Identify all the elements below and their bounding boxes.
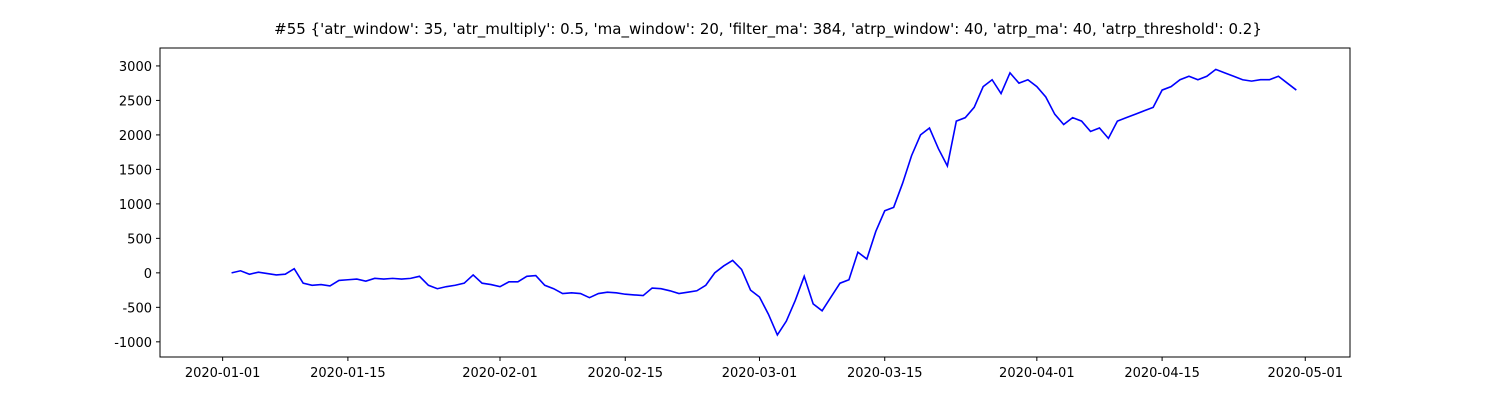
x-tick-label: 2020-02-01 xyxy=(462,366,538,381)
x-tick-label: 2020-01-15 xyxy=(310,366,386,381)
y-tick-label: 1500 xyxy=(119,163,152,178)
y-tick-label: -500 xyxy=(122,301,152,316)
data-line xyxy=(231,68,1297,337)
x-tick-label: 2020-04-15 xyxy=(1124,366,1200,381)
chart-title: #55 {'atr_window': 35, 'atr_multiply': 0… xyxy=(274,20,1262,39)
x-tick-label: 2020-01-01 xyxy=(185,366,261,381)
x-tick-label: 2020-05-01 xyxy=(1267,366,1343,381)
y-tick-label: 2500 xyxy=(119,94,152,109)
x-tick-label: 2020-02-15 xyxy=(587,366,663,381)
plot-frame xyxy=(159,47,1351,358)
y-tick-label: -1000 xyxy=(114,336,152,351)
y-tick-label: 500 xyxy=(127,232,152,247)
x-tick-label: 2020-03-01 xyxy=(722,366,798,381)
y-tick-label: 0 xyxy=(144,267,152,282)
x-tick-label: 2020-04-01 xyxy=(999,366,1075,381)
x-tick-label: 2020-03-15 xyxy=(847,366,923,381)
y-tick-label: 3000 xyxy=(119,60,152,75)
y-tick-label: 2000 xyxy=(119,129,152,144)
y-tick-label: 1000 xyxy=(119,198,152,213)
